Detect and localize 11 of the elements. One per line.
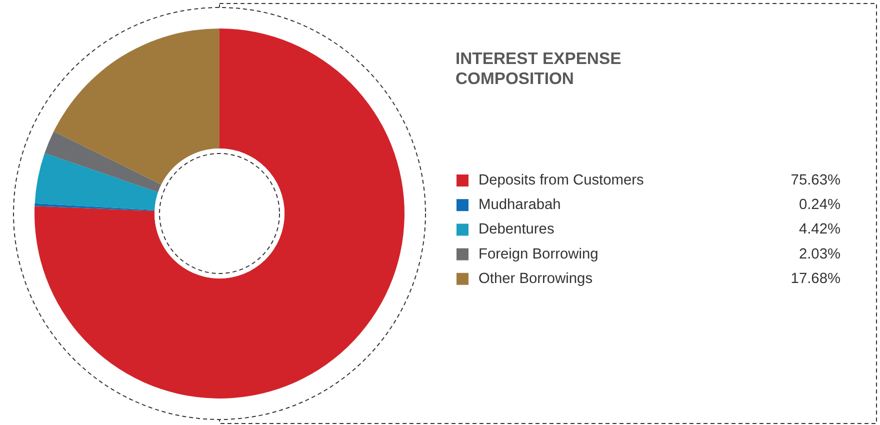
data-label: 4.42%	[798, 222, 841, 238]
legend-label: Mudharabah	[478, 197, 561, 214]
legend-label: Deposits from Customers	[478, 172, 644, 188]
data-label: 17.68%	[790, 270, 841, 287]
data-label: 2.03%	[798, 246, 841, 262]
legend-label: Other Borrowings	[478, 270, 593, 287]
legend-label: Foreign Borrowing	[478, 246, 598, 262]
data-label: 75.63%	[790, 172, 841, 188]
text: INTEREST EXPENSE COMPOSITION	[456, 49, 622, 88]
data-label: 0.24%	[798, 197, 841, 214]
legend-label: Debentures	[478, 222, 554, 238]
